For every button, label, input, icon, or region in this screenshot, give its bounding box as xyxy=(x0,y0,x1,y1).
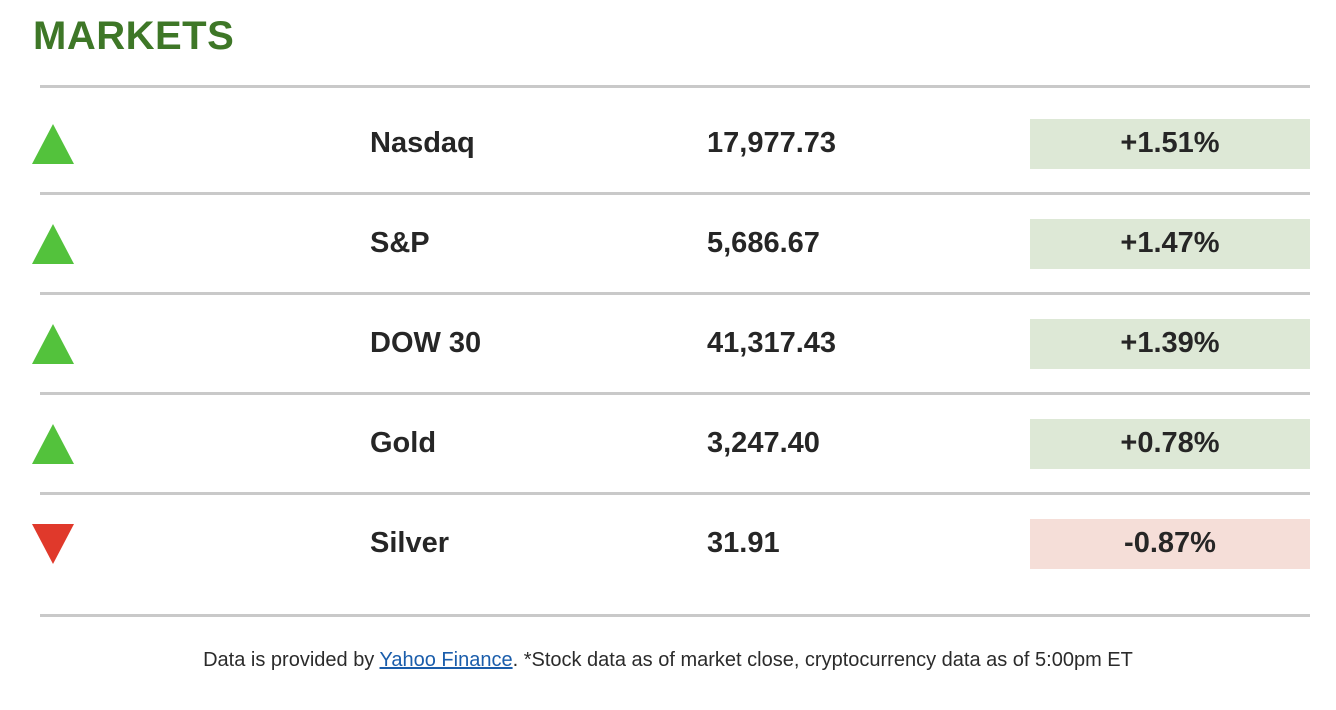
markets-table: Nasdaq 17,977.73 +1.51% S&P 5,686.67 +1.… xyxy=(0,88,1336,592)
change-cell: +1.51% xyxy=(1030,118,1310,169)
markets-section: MARKETS Nasdaq 17,977.73 +1.51% S&P 5,68… xyxy=(0,14,1336,710)
divider xyxy=(40,192,1310,195)
triangle-up-icon xyxy=(32,323,74,364)
attribution-suffix: . *Stock data as of market close, crypto… xyxy=(512,649,1133,671)
direction-cell xyxy=(32,223,370,264)
market-name: DOW 30 xyxy=(370,327,482,359)
direction-cell xyxy=(32,123,370,164)
change-cell: -0.87% xyxy=(1030,518,1310,569)
table-row: Gold 3,247.40 +0.78% xyxy=(32,395,1310,492)
direction-cell xyxy=(32,523,370,564)
market-value: 17,977.73 xyxy=(707,127,837,159)
table-row: Silver 31.91 -0.87% xyxy=(32,495,1310,592)
triangle-up-icon xyxy=(32,123,74,164)
market-value: 3,247.40 xyxy=(707,427,820,459)
market-name: Nasdaq xyxy=(370,127,475,159)
market-name: S&P xyxy=(370,227,430,259)
triangle-up-icon xyxy=(32,423,74,464)
change-badge: +1.51% xyxy=(1030,118,1310,169)
triangle-up-icon xyxy=(32,223,74,264)
market-name: Gold xyxy=(370,427,437,459)
market-value: 41,317.43 xyxy=(707,327,837,359)
direction-cell xyxy=(32,423,370,464)
change-badge: -0.87% xyxy=(1030,518,1310,569)
divider xyxy=(40,492,1310,495)
change-cell: +1.39% xyxy=(1030,318,1310,369)
change-badge: +1.47% xyxy=(1030,218,1310,269)
triangle-down-icon xyxy=(32,523,74,564)
table-row: DOW 30 41,317.43 +1.39% xyxy=(32,295,1310,392)
change-badge: +0.78% xyxy=(1030,418,1310,469)
market-value: 31.91 xyxy=(707,527,780,559)
yahoo-finance-link[interactable]: Yahoo Finance xyxy=(379,649,513,671)
divider xyxy=(40,614,1310,617)
table-row: Nasdaq 17,977.73 +1.51% xyxy=(32,95,1310,192)
change-badge: +1.39% xyxy=(1030,318,1310,369)
data-attribution-text: Data is provided by Yahoo Finance. *Stoc… xyxy=(0,649,1336,672)
change-cell: +0.78% xyxy=(1030,418,1310,469)
divider xyxy=(40,292,1310,295)
page-title: MARKETS xyxy=(33,14,235,58)
market-value: 5,686.67 xyxy=(707,227,820,259)
change-cell: +1.47% xyxy=(1030,218,1310,269)
direction-cell xyxy=(32,323,370,364)
divider xyxy=(40,85,1310,88)
market-name: Silver xyxy=(370,527,449,559)
divider xyxy=(40,392,1310,395)
table-row: S&P 5,686.67 +1.47% xyxy=(32,195,1310,292)
attribution-prefix: Data is provided by xyxy=(203,649,380,671)
